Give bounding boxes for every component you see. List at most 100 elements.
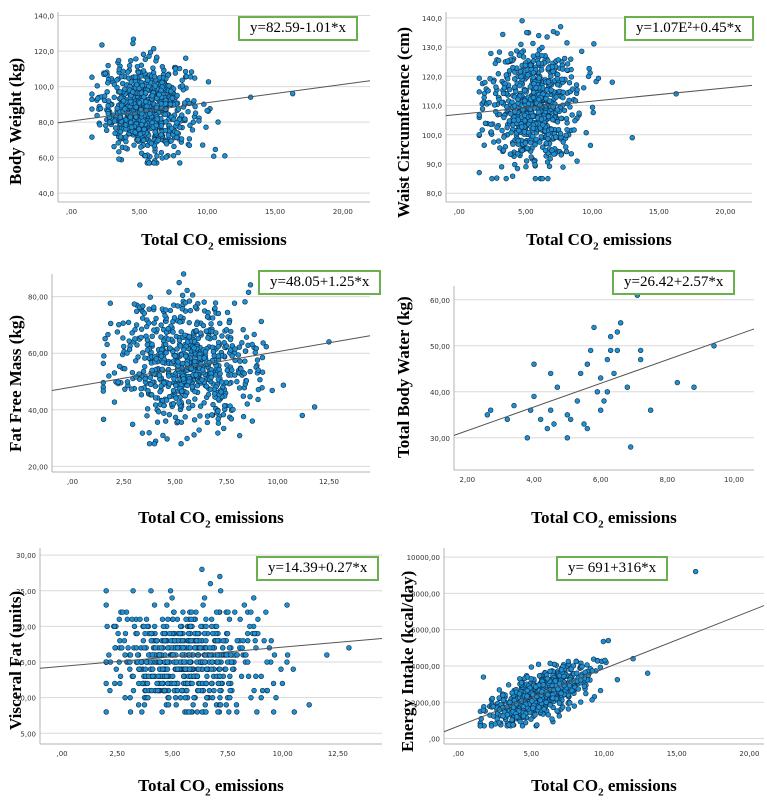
data-point xyxy=(186,142,193,149)
data-point xyxy=(495,57,502,64)
data-point xyxy=(138,122,145,128)
data-point xyxy=(252,637,258,644)
data-point xyxy=(217,370,223,377)
data-point xyxy=(172,353,178,359)
data-point xyxy=(115,140,121,146)
data-point xyxy=(141,645,147,651)
data-point xyxy=(601,398,607,404)
data-point xyxy=(114,77,120,83)
x-tick-label: 20,00 xyxy=(715,208,735,216)
data-point xyxy=(130,40,136,47)
data-point xyxy=(192,358,198,365)
x-axis-label: Total CO2 emissions xyxy=(531,776,677,799)
y-tick-label: 10000,00 xyxy=(407,554,440,562)
data-point xyxy=(509,690,515,696)
data-point xyxy=(144,77,151,83)
data-point xyxy=(510,722,516,728)
data-point xyxy=(145,694,151,701)
x-tick-label: 10,00 xyxy=(197,208,217,216)
data-point xyxy=(117,134,124,140)
data-point xyxy=(124,379,131,385)
data-point xyxy=(261,637,267,644)
data-point xyxy=(151,327,157,333)
data-point xyxy=(151,74,158,80)
data-point xyxy=(532,141,538,148)
data-point xyxy=(193,372,199,378)
data-point xyxy=(558,115,564,122)
data-point xyxy=(127,98,134,105)
data-point xyxy=(177,623,184,630)
data-point xyxy=(122,694,128,701)
data-point xyxy=(496,49,503,55)
data-point xyxy=(155,137,161,144)
y-tick-label: 6000,00 xyxy=(411,627,440,635)
data-point xyxy=(224,630,231,637)
data-point xyxy=(536,704,542,710)
x-tick-label: 10,00 xyxy=(594,750,614,758)
data-point xyxy=(547,407,554,413)
data-point xyxy=(232,346,238,352)
y-tick-label: 90,0 xyxy=(426,161,442,169)
data-point xyxy=(512,109,518,115)
data-point xyxy=(177,630,183,637)
y-tick-label: 2000,00 xyxy=(411,699,440,707)
data-point xyxy=(569,687,575,694)
data-point xyxy=(201,630,208,637)
data-point xyxy=(89,134,95,140)
data-point xyxy=(116,321,122,328)
data-point xyxy=(594,658,601,664)
data-point xyxy=(491,102,498,108)
data-point xyxy=(172,414,179,421)
data-point xyxy=(243,652,249,658)
data-point xyxy=(121,343,127,350)
data-point xyxy=(127,709,134,715)
data-point xyxy=(130,673,136,679)
y-tick-label: 100,0 xyxy=(34,84,54,92)
data-point xyxy=(128,119,134,126)
data-point xyxy=(165,336,172,342)
regression-equation: y= 691+316*x xyxy=(556,556,669,581)
data-point xyxy=(139,709,145,715)
data-point xyxy=(590,109,596,116)
data-point xyxy=(178,329,184,335)
data-point xyxy=(215,709,221,715)
data-point xyxy=(135,702,142,708)
data-point xyxy=(217,694,223,701)
x-tick-label: 15,00 xyxy=(265,208,285,216)
data-point xyxy=(222,153,228,159)
data-point xyxy=(536,32,542,39)
data-point xyxy=(147,374,154,381)
data-point xyxy=(539,175,546,182)
data-point xyxy=(213,623,220,630)
data-point xyxy=(122,145,129,151)
data-point xyxy=(170,673,176,679)
data-point xyxy=(171,143,177,150)
data-point xyxy=(153,315,159,322)
data-point xyxy=(544,675,551,682)
data-point xyxy=(554,107,561,113)
data-point xyxy=(522,62,529,69)
data-point xyxy=(528,140,534,146)
data-point xyxy=(179,292,186,298)
data-point xyxy=(124,616,131,622)
data-point xyxy=(185,109,191,115)
chart-total-body-water: 30,00 40,00 50,00 60,00 2,00 4,00 6,00 8,00 10,0… xyxy=(384,262,767,530)
data-point xyxy=(112,125,119,131)
data-point xyxy=(530,125,536,131)
x-tick-label: 12,50 xyxy=(319,478,339,486)
data-point xyxy=(496,695,502,701)
data-point xyxy=(564,67,570,73)
data-point xyxy=(553,134,559,140)
data-point xyxy=(584,361,591,367)
data-point xyxy=(236,385,243,391)
data-point xyxy=(122,386,128,392)
data-point xyxy=(202,702,208,708)
data-point xyxy=(484,412,491,418)
data-point xyxy=(516,82,523,89)
data-point xyxy=(279,680,286,687)
data-point xyxy=(494,175,500,181)
data-point xyxy=(146,441,153,447)
data-point xyxy=(116,156,122,162)
data-point xyxy=(488,50,494,57)
y-tick-label: ,00 xyxy=(429,736,440,744)
